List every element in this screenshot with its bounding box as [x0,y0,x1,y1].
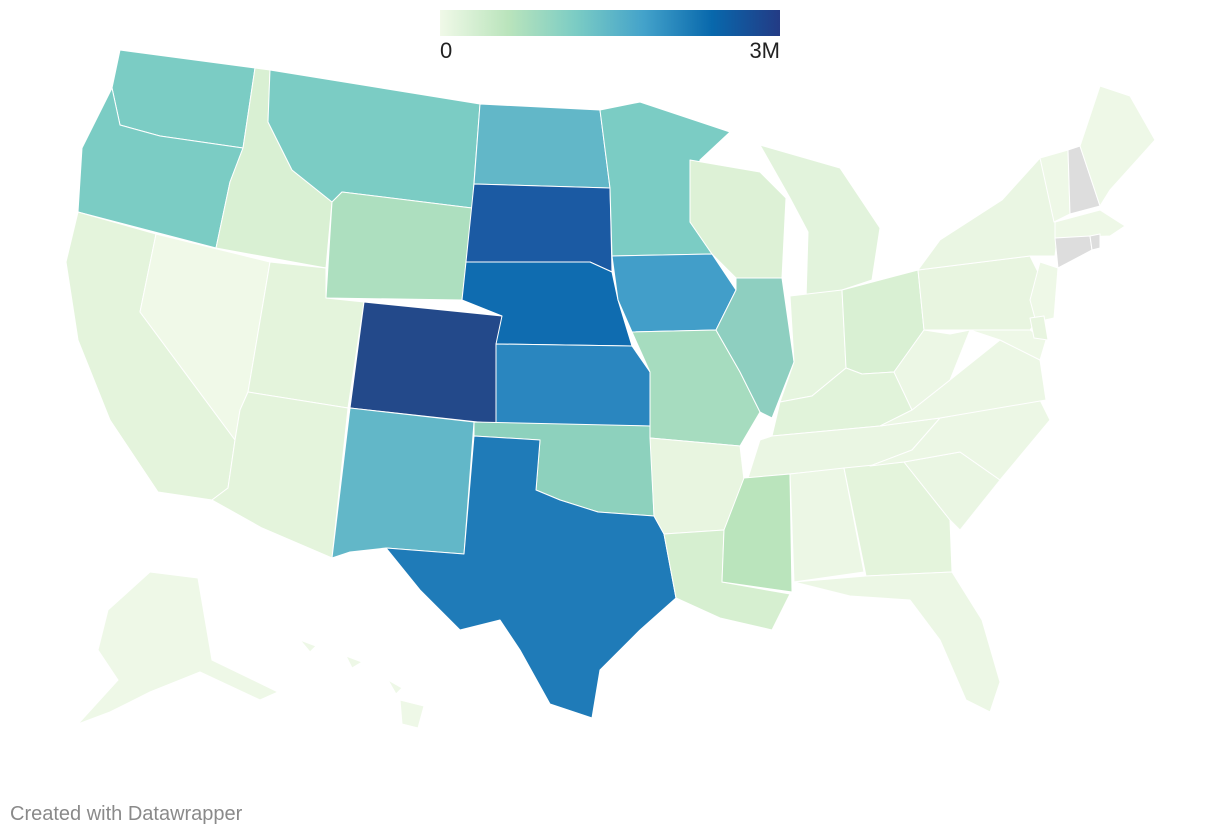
state-wy[interactable] [325,191,473,301]
state-md[interactable] [969,329,1047,361]
state-ak[interactable] [77,571,279,725]
state-nd[interactable] [473,103,611,189]
state-ks[interactable] [495,343,651,427]
state-ma[interactable] [1054,209,1126,239]
state-hi[interactable] [299,639,425,729]
legend-labels: 0 3M [440,36,780,66]
state-ri[interactable] [1089,233,1101,251]
legend-gradient-bar [440,10,780,36]
state-sd[interactable] [465,183,613,273]
state-ia[interactable] [611,253,737,333]
state-me[interactable] [1079,85,1156,207]
legend-min-label: 0 [440,38,453,63]
legend-max-label: 3M [749,38,780,63]
state-co[interactable] [349,301,503,425]
state-tx[interactable] [385,435,677,719]
state-ct[interactable] [1054,235,1093,269]
datawrapper-credit: Created with Datawrapper [10,803,243,825]
state-al[interactable] [789,467,865,583]
state-de[interactable] [1029,315,1049,341]
state-az[interactable] [211,391,349,559]
state-il[interactable] [715,277,795,419]
state-nm[interactable] [331,407,475,559]
color-legend: 0 3M [440,10,780,66]
state-ms[interactable] [721,473,793,593]
state-fl[interactable] [793,571,1001,713]
state-ny[interactable] [917,157,1059,271]
